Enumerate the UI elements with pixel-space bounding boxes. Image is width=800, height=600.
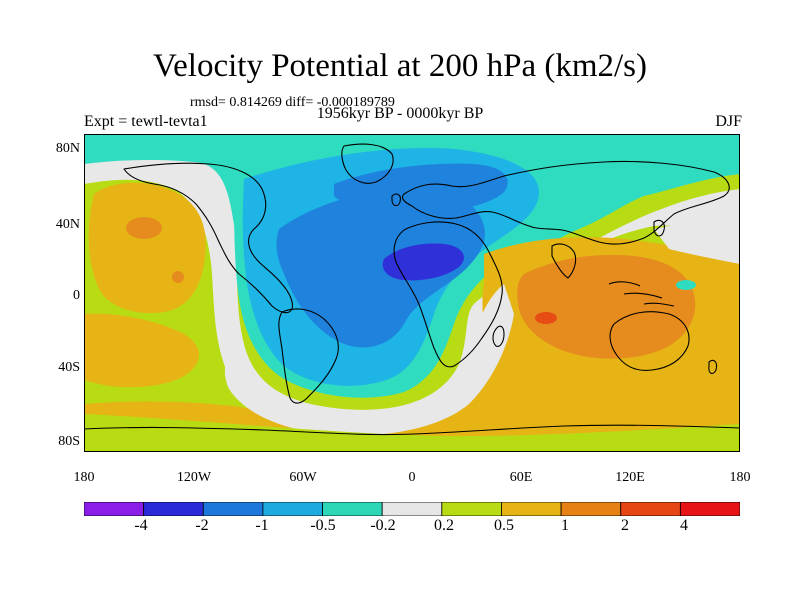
colorbar <box>84 502 740 516</box>
chart-title: Velocity Potential at 200 hPa (km2/s) <box>152 48 648 84</box>
field-orange-dark <box>517 254 696 359</box>
lon-label-60e: 60E <box>509 470 533 485</box>
coastlines <box>84 143 740 436</box>
field-orange-pacific-north <box>88 182 206 314</box>
colorbar-swatch <box>501 502 562 516</box>
field-orange-pacific-spot2 <box>172 271 184 283</box>
colorbar-swatch <box>560 502 622 516</box>
field-neutral-south <box>224 284 514 436</box>
colorbar-label-02: 0.2 <box>434 517 454 534</box>
colorbar-swatch <box>679 502 740 516</box>
colorbar-label-m2: -2 <box>195 517 209 534</box>
lat-label-80s: 80S <box>58 434 80 449</box>
colorbar-swatch <box>381 502 443 516</box>
colorbar-label-2: 2 <box>621 517 629 534</box>
lat-label-80n: 80N <box>55 141 80 156</box>
field-medblue <box>276 189 485 348</box>
colorbar-label-m02: -0.2 <box>370 517 396 534</box>
experiment-label: Expt = tewtl-tevta1 <box>84 113 208 130</box>
field-darkblue-core <box>382 243 464 281</box>
field-red-spot <box>535 312 557 324</box>
velocity-potential-map <box>84 134 740 452</box>
colorbar-swatch <box>202 502 264 516</box>
colorbar-label-05: 0.5 <box>494 517 514 534</box>
colorbar-swatch <box>143 502 204 516</box>
field-south-green <box>84 414 740 452</box>
field-neutral-east <box>654 220 740 264</box>
field-cyan-spot-east <box>676 280 696 290</box>
colorbar-label-m05: -0.5 <box>310 517 336 534</box>
colorbar-swatch <box>84 502 145 516</box>
lon-label-180e: 180 <box>729 470 751 485</box>
colorbar-swatch <box>441 502 502 516</box>
lat-label-eq: 0 <box>73 288 80 303</box>
field-medblue-north <box>334 163 508 212</box>
colorbar-swatch <box>322 502 383 516</box>
lon-label-60w: 60W <box>289 470 317 485</box>
lon-label-120w: 120W <box>176 470 212 485</box>
season-label: DJF <box>715 113 742 130</box>
period-label: 1956kyr BP - 0000kyr BP <box>316 105 484 122</box>
colorbar-label-4: 4 <box>680 517 688 534</box>
colorbar-label-m4: -4 <box>134 517 148 534</box>
colorbar-label-m1: -1 <box>255 517 269 534</box>
lat-label-40s: 40S <box>58 360 80 375</box>
colorbar-swatch <box>620 502 681 516</box>
colorbar-swatch <box>262 502 323 516</box>
field-orange-pacific-south <box>84 313 199 388</box>
field-orange-pacific-spot <box>126 217 162 239</box>
stats-line: rmsd= 0.814269 diff= -0.000189789 <box>190 95 395 110</box>
lat-label-40n: 40N <box>55 217 80 232</box>
field-neutral-band <box>84 159 740 445</box>
lon-label-0: 0 <box>408 470 416 485</box>
colorbar-label-1: 1 <box>561 517 569 534</box>
lon-label-120e: 120E <box>615 470 645 485</box>
lon-label-180w: 180 <box>73 470 95 485</box>
map-frame <box>84 134 740 452</box>
